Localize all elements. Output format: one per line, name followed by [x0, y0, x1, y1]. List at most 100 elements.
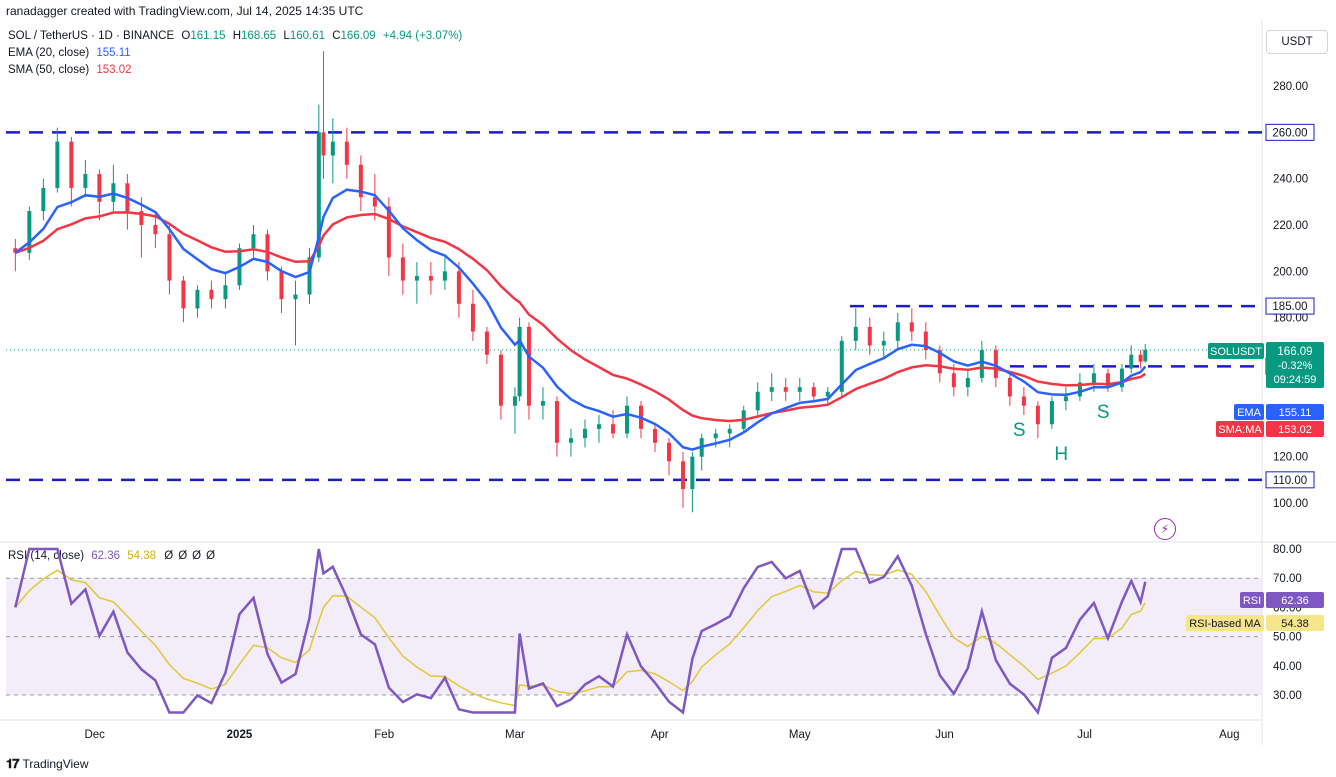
candle-body-0	[13, 248, 18, 253]
price-tick-label-4: 200.00	[1273, 266, 1308, 278]
candle-body-48	[653, 428, 658, 443]
sma-tag-value: 153.02	[1278, 424, 1312, 436]
candle-body-25	[344, 141, 349, 165]
time-tick-label-3: Mar	[505, 729, 525, 741]
pattern-label-0: S	[1013, 420, 1026, 441]
candle-body-84	[1138, 354, 1143, 362]
open-label: O	[181, 30, 191, 42]
tradingview-logo-icon: 𝟏𝟕	[6, 756, 20, 771]
rsima-tag-name-box	[1186, 615, 1264, 631]
candle-body-27	[372, 197, 377, 207]
low-label: L	[283, 30, 290, 42]
candle-body-24	[330, 141, 335, 156]
candle-body-39	[526, 326, 531, 406]
candle-body-4	[69, 141, 74, 188]
time-tick-label-2: Feb	[374, 729, 394, 741]
price-tag-symbol-box	[1208, 343, 1264, 359]
currency-button[interactable]: USDT	[1266, 30, 1328, 54]
candle-body-67	[909, 322, 914, 332]
level-tag-box-0	[1265, 123, 1315, 141]
candle-body-26	[358, 164, 363, 198]
rsima-tag-value-box	[1266, 615, 1324, 631]
candle-body-54	[727, 428, 732, 434]
zero-0: Ø	[164, 550, 174, 562]
ema-line	[14, 188, 1147, 451]
rsi-value: 62.36	[91, 550, 121, 562]
candle-body-79	[1077, 382, 1082, 397]
candle-body-17	[251, 234, 256, 249]
candle-body-33	[456, 271, 461, 304]
open-value: 161.15	[190, 30, 226, 42]
time-tick-label-8: Aug	[1219, 729, 1239, 741]
price-tag-price: 166.09	[1277, 346, 1312, 358]
candle-body-81	[1105, 373, 1110, 388]
sma-label: SMA (50, close)	[8, 64, 90, 76]
time-tick-label-0: Dec	[84, 729, 105, 741]
time-tick-label-7: Jul	[1077, 729, 1092, 741]
sma-legend[interactable]: SMA (50, close) 153.02	[8, 64, 132, 76]
level-tag-box-3	[1265, 471, 1315, 489]
flash-icon[interactable]: ⚡	[1154, 518, 1176, 540]
candle-body-82	[1119, 368, 1124, 388]
price-tag-countdown: 09:24:59	[1274, 374, 1317, 386]
candle-body-71	[965, 377, 970, 388]
time-tick-label-5: May	[789, 729, 811, 741]
zero-3: Ø	[206, 550, 216, 562]
candle-body-59	[797, 387, 802, 392]
candle-body-9	[139, 211, 144, 225]
candle-body-38	[517, 326, 522, 397]
candle-body-75	[1021, 396, 1026, 406]
price-tag-change: -0.32%	[1278, 360, 1313, 372]
ema-value: 155.11	[96, 47, 131, 59]
candle-body-53	[713, 433, 718, 439]
level-tag-0: 260.00	[1272, 127, 1307, 139]
price-tag-symbol: SOLUSDT	[1210, 346, 1262, 358]
candle-body-63	[853, 326, 858, 341]
candle-body-12	[181, 280, 186, 309]
candle-body-65	[881, 340, 886, 346]
ema-legend[interactable]: EMA (20, close) 155.11	[8, 47, 131, 59]
candle-body-30	[414, 275, 419, 281]
candle-body-77	[1049, 401, 1054, 425]
rsi-tick-label-3: 50.00	[1273, 632, 1302, 644]
candle-body-5	[83, 174, 88, 188]
candle-body-76	[1035, 405, 1040, 425]
candle-body-58	[783, 387, 788, 392]
candle-body-19	[279, 271, 284, 300]
low-value: 160.61	[289, 30, 326, 42]
candle-body-2	[41, 187, 46, 212]
candle-body-32	[442, 271, 447, 281]
price-tick-label-3: 220.00	[1273, 220, 1308, 232]
candle-body-56	[755, 391, 760, 411]
candle-body-49	[667, 442, 672, 462]
candle-body-66	[895, 322, 900, 341]
rsi-tick-label-5: 30.00	[1273, 690, 1302, 702]
candle-body-13	[195, 289, 200, 309]
candle-body-85	[1143, 349, 1148, 362]
rsi-tag-value-box	[1266, 592, 1324, 608]
candle-body-60	[811, 387, 816, 397]
candle-body-61	[825, 391, 830, 397]
candle-body-35	[484, 331, 489, 355]
rsima-tag-name: RSI-based MA	[1189, 618, 1261, 630]
price-tag-box	[1266, 342, 1324, 388]
symbol-name[interactable]: SOL / TetherUS · 1D · BINANCE	[8, 30, 175, 42]
candle-body-68	[923, 331, 928, 351]
candle-body-1	[27, 211, 32, 253]
rsi-tick-label-0: 80.00	[1273, 544, 1302, 556]
sma-tag-value-box	[1266, 421, 1324, 437]
footer: 𝟏𝟕 TradingView	[6, 756, 89, 772]
ema-label: EMA (20, close)	[8, 47, 90, 59]
rsi-tag-name: RSI	[1243, 595, 1261, 607]
high-value: 168.65	[241, 30, 277, 42]
sma-line	[14, 211, 1147, 423]
candle-body-36	[498, 354, 503, 406]
candle-body-46	[624, 405, 629, 434]
high-label: H	[232, 30, 242, 42]
candle-body-69	[937, 350, 942, 374]
rsima-tag-value: 54.38	[1281, 618, 1309, 630]
rsi-tag-name-box	[1240, 592, 1264, 608]
candle-body-78	[1063, 396, 1068, 402]
